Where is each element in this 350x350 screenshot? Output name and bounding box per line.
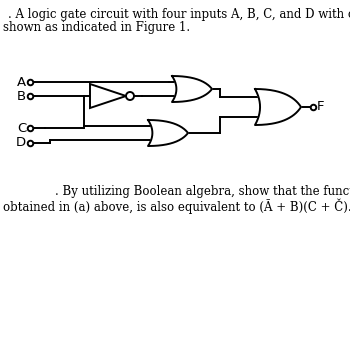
Text: C: C xyxy=(17,121,26,134)
Text: shown as indicated in Figure 1.: shown as indicated in Figure 1. xyxy=(3,21,190,34)
Text: A: A xyxy=(17,76,26,89)
Text: B: B xyxy=(17,90,26,103)
Polygon shape xyxy=(90,84,126,108)
Text: F: F xyxy=(317,100,324,113)
Polygon shape xyxy=(255,89,301,125)
Polygon shape xyxy=(148,120,188,146)
Text: D: D xyxy=(16,136,26,149)
Circle shape xyxy=(126,92,134,100)
Text: obtained in (a) above, is also equivalent to (Ā + B)(C + Č).: obtained in (a) above, is also equivalen… xyxy=(3,198,350,214)
Text: . By utilizing Boolean algebra, show that the function F: . By utilizing Boolean algebra, show tha… xyxy=(55,185,350,198)
Polygon shape xyxy=(172,76,212,102)
Text: . A logic gate circuit with four inputs A, B, C, and D with out: . A logic gate circuit with four inputs … xyxy=(8,8,350,21)
